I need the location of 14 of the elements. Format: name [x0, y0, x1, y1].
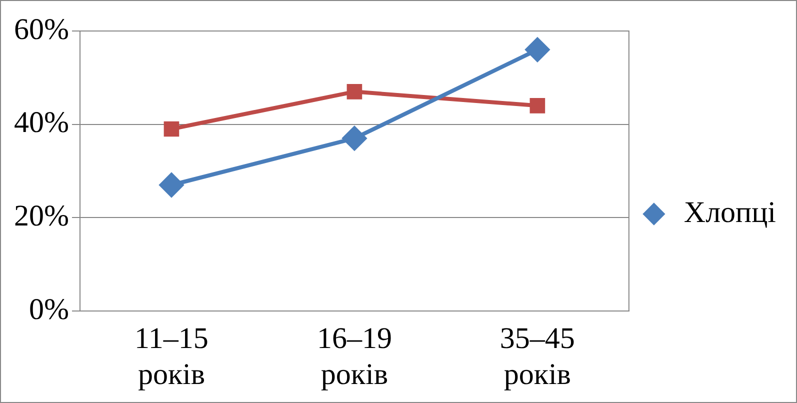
point	[346, 84, 362, 100]
point	[530, 98, 546, 114]
y-tick-label: 20%	[14, 200, 69, 233]
x-tick-label: 16–19 років	[316, 322, 392, 391]
point	[164, 121, 180, 137]
y-tick-label: 40%	[14, 106, 69, 140]
legend-label: Хлопці	[684, 196, 776, 229]
x-tick-label: 35–45 років	[500, 322, 575, 391]
point	[342, 126, 366, 150]
point	[159, 173, 184, 197]
x-tick-label: 11–15 років	[134, 322, 208, 391]
y-tick-label: 0%	[28, 292, 69, 326]
point	[525, 38, 550, 62]
y-tick-label: 60%	[14, 12, 69, 46]
